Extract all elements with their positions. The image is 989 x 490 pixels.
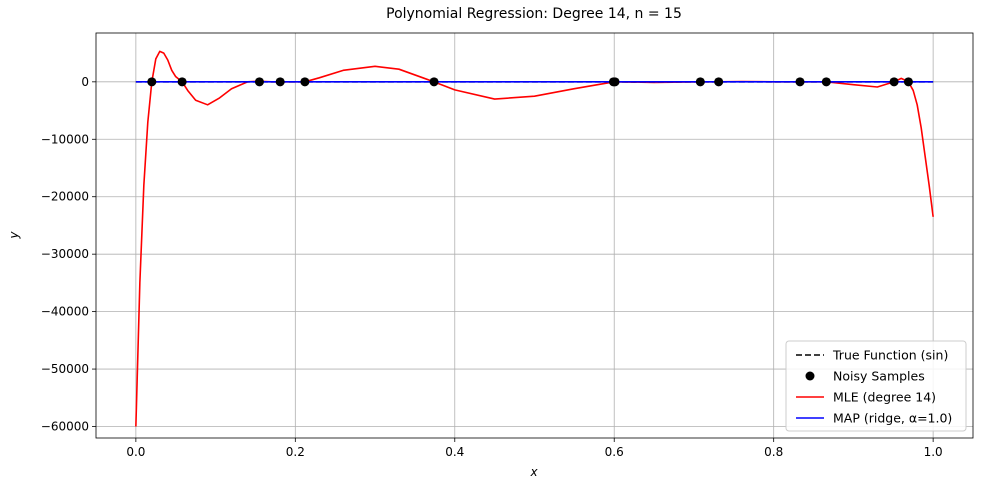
scatter-point: [795, 77, 805, 87]
x-axis-label: x: [529, 465, 538, 479]
y-ticks: −60000 −50000 −40000 −30000 −20000 −10000 0: [41, 75, 96, 434]
legend-label: MAP (ridge, α=1.0): [833, 411, 952, 426]
scatter-point: [903, 77, 913, 87]
chart-title: Polynomial Regression: Degree 14, n = 15: [386, 6, 682, 22]
legend-label: MLE (degree 14): [833, 390, 936, 405]
legend-marker: [805, 371, 815, 381]
scatter-point: [889, 77, 899, 87]
x-tick-label: 0.0: [126, 445, 145, 459]
x-tick-label: 0.6: [605, 445, 624, 459]
legend: True Function (sin) Noisy Samples MLE (deg…: [785, 340, 967, 432]
scatter-point: [610, 77, 620, 87]
y-tick-label: −10000: [41, 132, 89, 146]
scatter-point: [714, 77, 724, 87]
legend-box: [785, 340, 967, 432]
series-line: [135, 50, 934, 427]
y-tick-label: 0: [81, 75, 89, 89]
scatter-point: [275, 77, 285, 87]
scatter-point: [429, 77, 439, 87]
legend-label: Noisy Samples: [833, 369, 925, 384]
plot-frame: [95, 32, 974, 439]
y-tick-label: −60000: [41, 420, 89, 434]
scatter-point: [821, 77, 831, 87]
y-tick-label: −20000: [41, 190, 89, 204]
scatter-point: [695, 77, 705, 87]
x-tick-label: 0.4: [445, 445, 464, 459]
scatter-point: [177, 77, 187, 87]
y-axis-label: y: [7, 231, 21, 240]
x-tick-label: 0.2: [286, 445, 305, 459]
y-tick-label: −50000: [41, 362, 89, 376]
y-tick-label: −40000: [41, 305, 89, 319]
scatter-point: [147, 77, 157, 87]
y-tick-label: −30000: [41, 247, 89, 261]
x-tick-label: 1.0: [924, 445, 943, 459]
series-layer: [135, 50, 934, 427]
x-ticks: 0.0 0.2 0.4 0.6 0.8 1.0: [126, 438, 943, 459]
scatter-point: [300, 77, 310, 87]
scatter-point: [254, 77, 264, 87]
x-tick-label: 0.8: [764, 445, 783, 459]
legend-label: True Function (sin): [832, 348, 948, 363]
